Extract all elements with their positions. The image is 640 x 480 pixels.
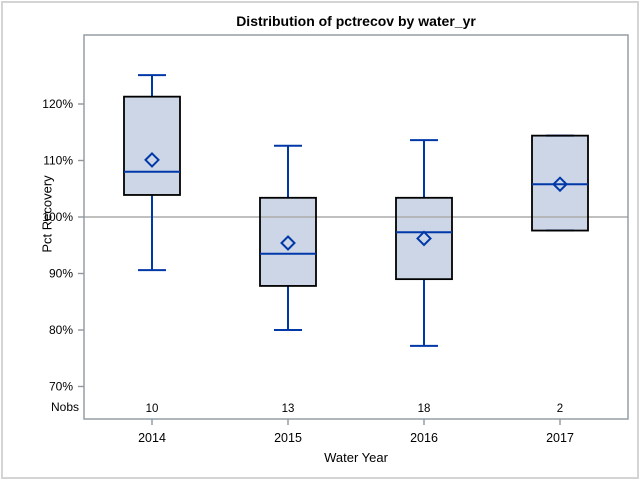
y-tick-label: 100%	[42, 210, 73, 224]
nobs-value: 13	[282, 403, 295, 415]
x-tick-label: 2015	[274, 431, 302, 445]
mean-diamond	[416, 230, 432, 247]
y-tick-label: 120%	[42, 97, 73, 111]
y-axis-title: Pct Recovery	[39, 175, 55, 253]
chart-title: Distribution of pctrecov by water_yr	[236, 13, 476, 29]
mean-diamond	[144, 152, 160, 168]
box-fill	[532, 135, 588, 231]
axis-frame	[83, 34, 629, 420]
y-tick-label: 70%	[49, 380, 73, 394]
box-outline	[395, 196, 453, 281]
x-axis-title: Water Year	[324, 450, 388, 465]
mean-diamond	[280, 235, 296, 251]
mean-diamond	[552, 176, 568, 193]
box-fill	[260, 197, 316, 286]
box-outline	[531, 134, 589, 232]
nobs-value: 18	[418, 403, 431, 415]
box-outline	[123, 95, 181, 196]
box-outline	[259, 196, 317, 287]
box-fill	[396, 197, 452, 280]
nobs-value: 2	[557, 403, 563, 415]
nobs-value: 10	[146, 403, 159, 415]
y-tick-label: 80%	[49, 323, 73, 337]
x-tick-label: 2017	[546, 431, 574, 445]
nobs-row-label: Nobs	[50, 400, 79, 414]
box-fill	[124, 96, 180, 195]
x-tick-label: 2014	[138, 431, 166, 445]
x-tick-label: 2016	[410, 431, 438, 445]
y-tick-label: 90%	[49, 267, 73, 281]
y-tick-label: 110%	[43, 154, 73, 168]
